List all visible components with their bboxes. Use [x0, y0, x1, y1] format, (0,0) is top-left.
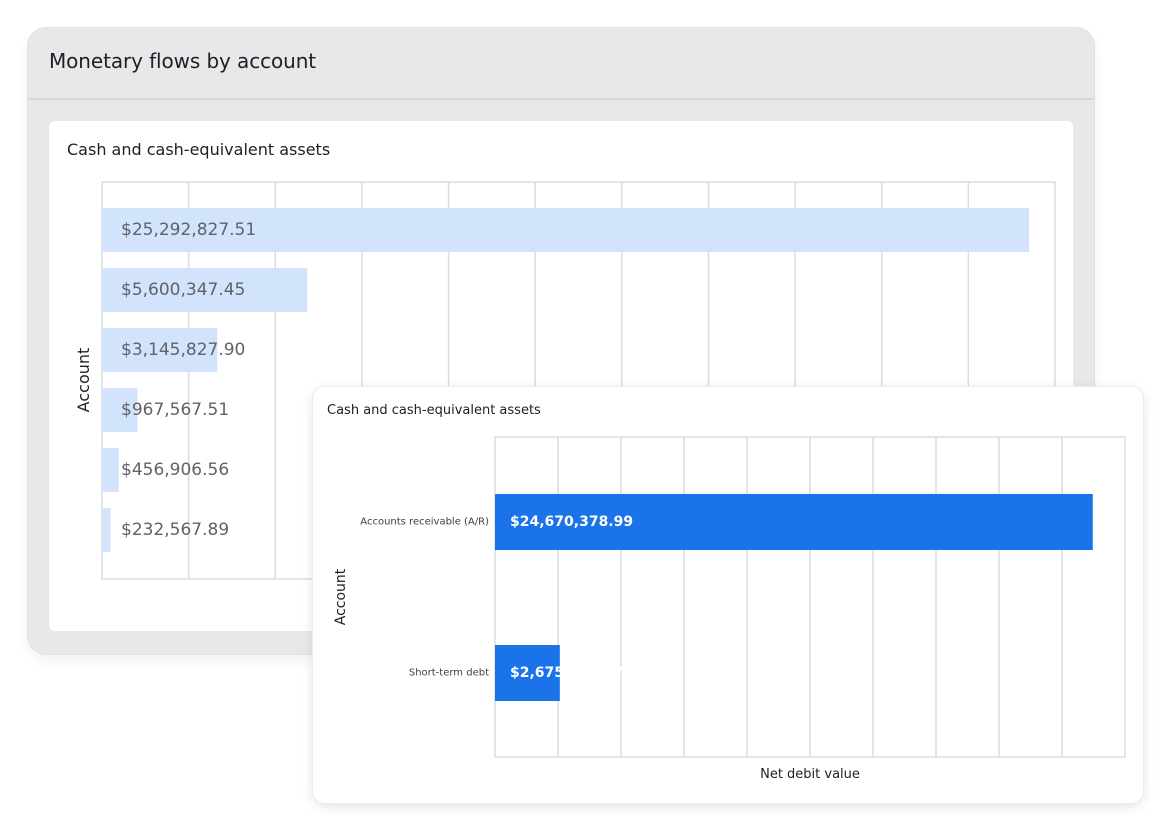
data-label: $967,567.51 [121, 400, 229, 420]
x-axis-label: Net debit value [760, 767, 860, 782]
data-label: $3,145,827.90 [121, 340, 245, 360]
data-label: $456,906.56 [121, 460, 229, 480]
window-header: Monetary flows by account [28, 28, 1094, 100]
data-label: $5,600,347.45 [121, 280, 245, 300]
bar [102, 208, 1030, 252]
foreground-chart-card: Cash and cash-equivalent assets $24,670,… [313, 387, 1143, 803]
background-window: Monetary flows by account Cash and cash-… [28, 28, 1094, 654]
bar [102, 328, 218, 372]
background-bar-chart: $25,292,827.51 $5,600,347.45 $3,145,827.90… [74, 181, 1056, 580]
bar [102, 268, 308, 312]
y-axis-label: Account [74, 348, 93, 413]
bar [102, 448, 119, 492]
bar [495, 494, 1093, 550]
bar [495, 645, 560, 701]
data-label: $25,292,827.51 [121, 220, 256, 240]
chart-title: Cash and cash-equivalent assets [67, 140, 331, 159]
foreground-bar-chart: $24,670,378.99 Accounts receivable (A/R) $… [333, 436, 1126, 782]
data-label: $24,670,378.99 [510, 514, 633, 530]
bar [102, 508, 111, 552]
chart-title: Cash and cash-equivalent assets [327, 403, 541, 418]
tick-label: Accounts receivable (A/R) [360, 517, 489, 528]
data-label: $2,675,055.37 [510, 665, 623, 681]
y-axis-label: Account [333, 568, 349, 625]
window-title: Monetary flows by account [49, 49, 317, 73]
bar [102, 388, 138, 432]
data-label: $232,567.89 [121, 520, 229, 540]
tick-label: Short-term debt [409, 668, 489, 679]
